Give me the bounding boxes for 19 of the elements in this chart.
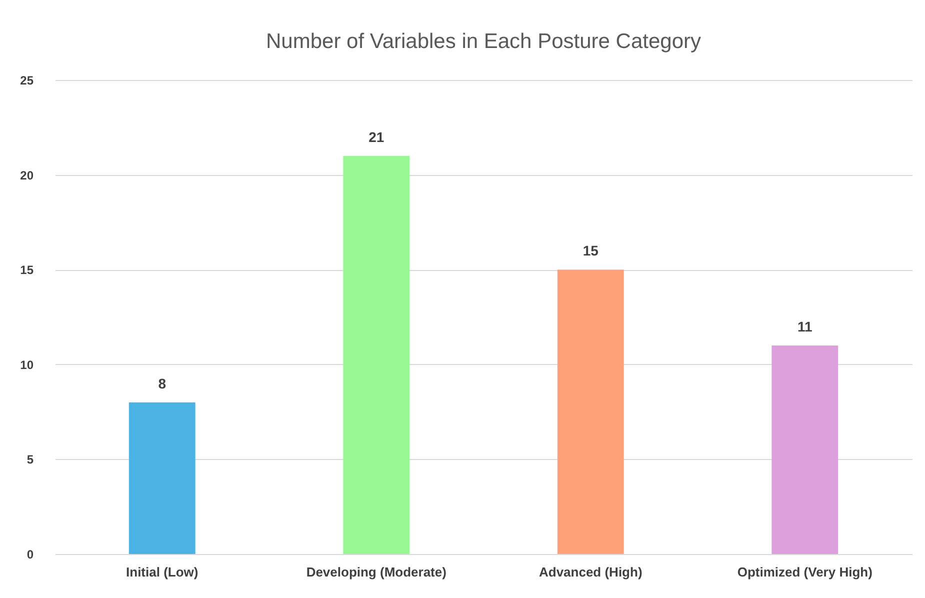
data-label: 21	[368, 128, 384, 145]
bar	[557, 270, 624, 554]
y-tick-label: 0	[26, 548, 34, 562]
data-label: 15	[582, 242, 599, 259]
y-tick-label: 10	[20, 358, 34, 372]
x-tick-label: Developing (Moderate)	[306, 564, 446, 580]
y-tick-label: 25	[20, 74, 34, 88]
chart-title: Number of Variables in Each Posture Category	[266, 30, 702, 53]
y-tick-label: 15	[20, 263, 34, 278]
x-tick-label: Optimized (Very High)	[737, 564, 872, 580]
y-tick-label: 5	[26, 452, 34, 467]
data-label: 8	[158, 375, 166, 392]
bar	[772, 345, 838, 554]
x-tick-label: Advanced (High)	[538, 564, 642, 580]
y-tick-label: 20	[20, 168, 34, 182]
data-label: 11	[797, 318, 812, 334]
x-tick-label: Initial (Low)	[126, 564, 198, 580]
bar	[128, 402, 196, 554]
bar	[343, 156, 410, 554]
